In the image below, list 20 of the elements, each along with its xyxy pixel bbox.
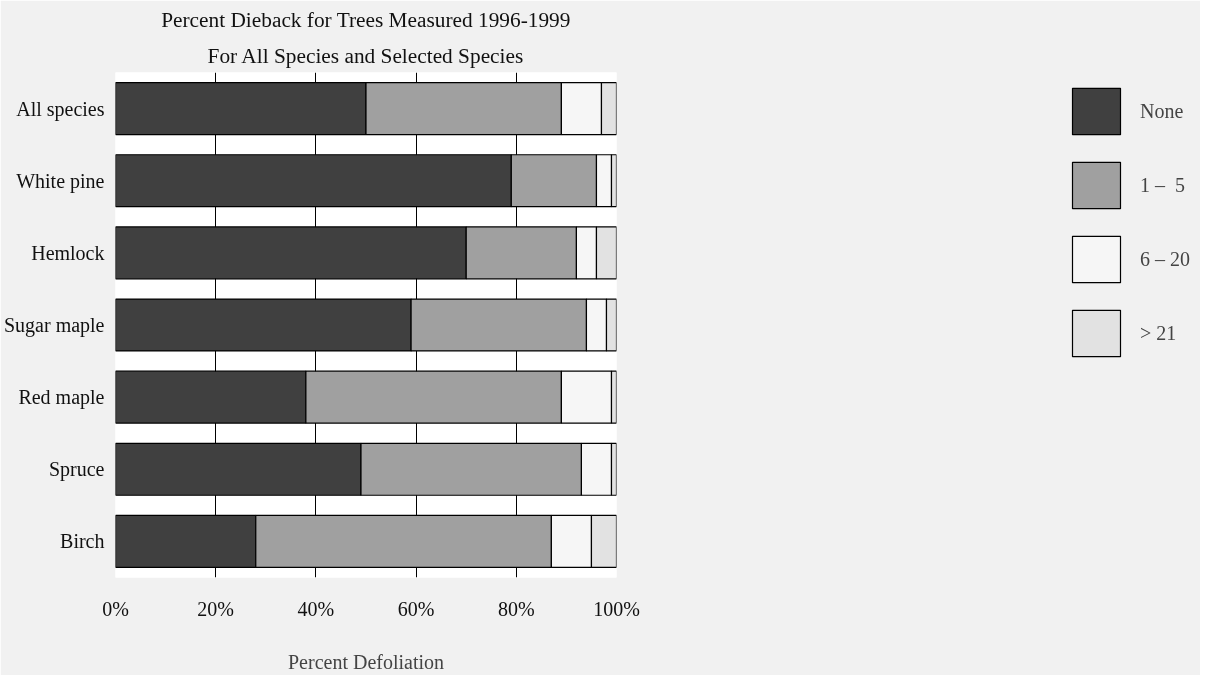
chart-subtitle: For All Species and Selected Species [207,43,524,68]
legend-label: > 21 [1140,321,1177,345]
y-tick-label: Birch [60,530,105,553]
x-tick-label: 0% [102,597,129,620]
x-tick-label: 80% [497,597,535,620]
y-tick-label: All species [16,97,105,121]
y-tick-label: Hemlock [31,241,105,264]
x-tick-label: 60% [397,597,435,620]
y-tick-label: Red maple [18,386,105,410]
x-axis-title: Percent Defoliation [287,650,445,673]
legend-label: 1 – 5 [1140,173,1185,197]
x-tick-label: 100% [593,597,640,620]
x-tick-label: 40% [297,597,335,620]
x-tick-label: 20% [197,597,235,620]
chart-title: Percent Dieback for Trees Measured 1996-1999 [161,7,571,32]
y-tick-label: White pine [16,169,105,193]
legend-label: None [1140,99,1184,123]
legend-label: 6 – 20 [1140,247,1190,271]
y-tick-label: Sugar maple [3,314,105,337]
y-tick-label: Spruce [48,458,105,482]
